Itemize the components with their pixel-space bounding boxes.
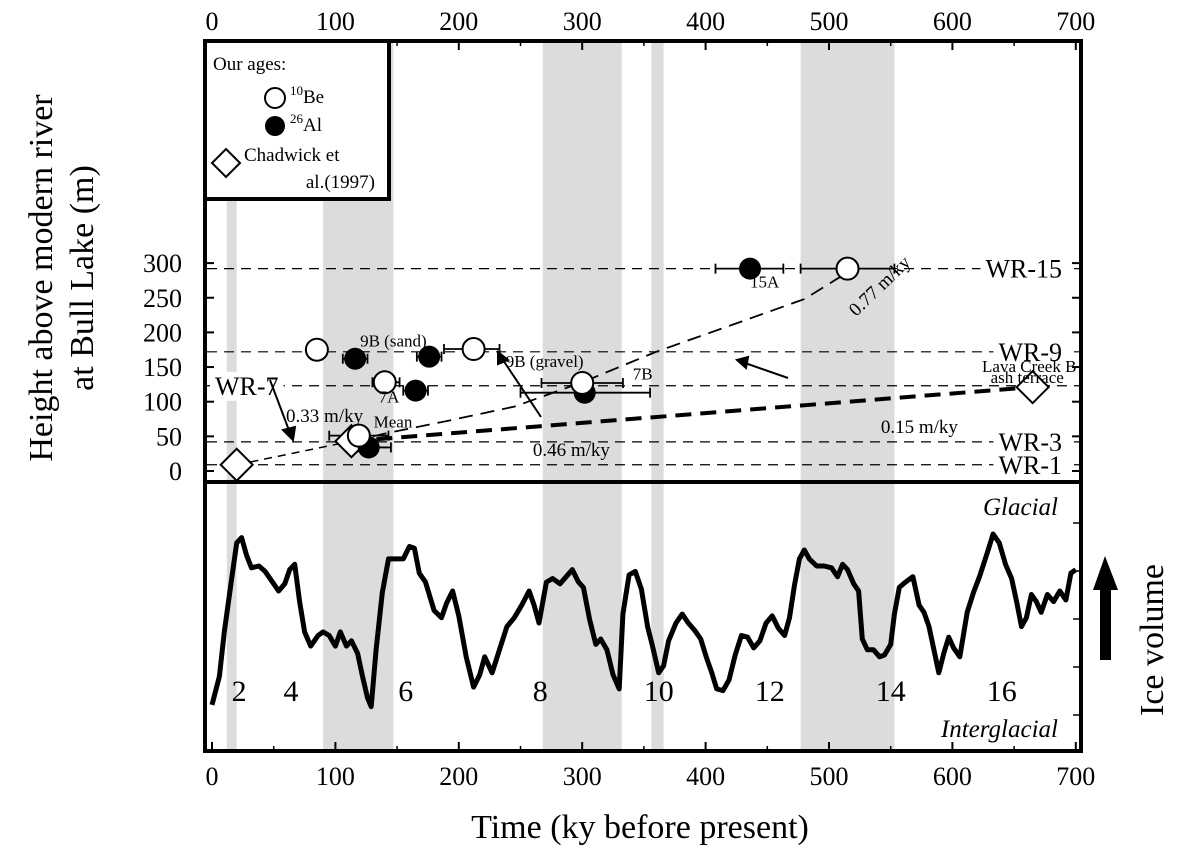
glacial-label: Glacial [983, 494, 1058, 521]
axes: 0010010020020030030040040050050060060070… [143, 7, 1095, 791]
legend-be10-marker [264, 87, 286, 109]
rate-label: 0.33 m/ky [286, 406, 364, 427]
terrace-label-background [993, 337, 1067, 367]
x-tick-label-bottom: 0 [206, 762, 219, 791]
isotope-stage-label: 4 [283, 675, 298, 708]
terrace-label-wr-15: WR-15 [985, 255, 1062, 284]
ice-volume-curve [209, 531, 1078, 710]
y-tick-label: 250 [143, 284, 182, 313]
trend-0.77-line [351, 267, 855, 443]
isotope-stage-label: 8 [533, 675, 548, 708]
x-tick-label-bottom: 600 [933, 762, 972, 791]
al26-age-marker [344, 347, 367, 370]
sample-label: 9B (sand) [360, 331, 427, 350]
x-tick-label-bottom: 300 [563, 762, 602, 791]
isotope-stage-label: 14 [876, 675, 906, 708]
x-tick-label-top: 500 [810, 7, 849, 36]
be10-age-marker [835, 256, 860, 281]
al26-age-marker [739, 257, 762, 280]
x-tick-label-top: 600 [933, 7, 972, 36]
be10-age-marker [461, 337, 486, 362]
be10-age-marker [372, 370, 397, 395]
chadwick-age-marker [1015, 369, 1051, 405]
legend-chadwick-line1: Chadwick et [244, 145, 340, 166]
be10-age-marker [570, 370, 595, 395]
x-tick-label-top: 0 [206, 7, 219, 36]
legend-box [203, 39, 391, 201]
y-tick-label: 50 [156, 422, 182, 451]
y-axis-title-line2: at Bull Lake (m) [64, 165, 101, 391]
isotope-stage-label: 16 [987, 675, 1017, 708]
x-tick-label-bottom: 700 [1056, 762, 1095, 791]
legend: Our ages: 10Be 26Al Chadwick et al.(1997… [203, 39, 391, 201]
x-tick-label-bottom: 200 [439, 762, 478, 791]
be10-age-marker [346, 423, 371, 448]
x-tick-label-top: 300 [563, 7, 602, 36]
isotope-stage-label: 12 [755, 675, 785, 708]
rate-arrows [269, 349, 789, 443]
x-axis-title: Time (ky before present) [471, 809, 809, 846]
legend-chadwick-line2: al.(1997) [306, 172, 375, 193]
y-tick-label: 200 [143, 318, 182, 347]
legend-be10-label: 10Be [290, 83, 324, 108]
sample-label: 15A [750, 272, 780, 291]
al26-age-marker [418, 345, 441, 368]
y-tick-label: 300 [143, 249, 182, 278]
trend-0.15-line [351, 385, 1033, 444]
x-tick-label-bottom: 400 [686, 762, 725, 791]
terrace-label-wr-9: WR-9 [998, 338, 1062, 367]
isotope-stage-label: 2 [232, 675, 247, 708]
sample-label: Mean [374, 412, 413, 431]
shaded-intervals [226, 43, 895, 749]
legend-title: Our ages: [213, 54, 286, 75]
y-tick-label: 100 [143, 388, 182, 417]
sample-label: 7B [633, 365, 653, 384]
isotope-stage-labels: 2 4 6 8 10 12 14 16 [232, 675, 1017, 708]
isotope-stage-label: 10 [644, 675, 674, 708]
sample-label: Lava Creek B [982, 357, 1076, 376]
shaded-interval [651, 43, 664, 749]
ice-volume-label: Ice volume [1134, 564, 1171, 716]
ice-volume-arrow [1093, 556, 1118, 660]
y-tick-label: 150 [143, 353, 182, 382]
rate-trend-lines [236, 267, 1033, 466]
isotope-stage-label: 6 [398, 675, 413, 708]
y-axis-title-line1: Height above modern river [23, 94, 60, 462]
terrace-label-background [210, 371, 284, 401]
lower-panel-frame [203, 480, 1083, 753]
rate-label: 0.15 m/ky [881, 417, 959, 438]
sample-label: 7A [379, 387, 401, 406]
chadwick-age-marker [219, 447, 255, 483]
x-tick-label-bottom: 100 [316, 762, 355, 791]
sample-label: 9B (gravel) [506, 352, 584, 371]
age-data-points [219, 256, 1051, 483]
terrace-label-background [980, 254, 1067, 284]
legend-al26-marker [265, 116, 285, 136]
legend-al26-label: 26Al [290, 111, 322, 136]
y-tick-label: 0 [169, 457, 182, 486]
x-tick-label-top: 200 [439, 7, 478, 36]
rate-label: 0.46 m/ky [533, 440, 611, 461]
legend-chadwick-marker [210, 147, 242, 179]
interglacial-label: Interglacial [940, 716, 1058, 743]
al26-age-marker [404, 379, 427, 402]
annotations: 15A 9B (sand) 9B (gravel) 7B 7A Mean Lava Cree… [286, 252, 1076, 461]
terrace-label-background [993, 450, 1067, 480]
trend-0.33-line [236, 440, 352, 466]
sample-label: ash terrace [991, 368, 1064, 387]
x-tick-label-top: 700 [1056, 7, 1095, 36]
x-tick-label-top: 100 [316, 7, 355, 36]
terrace-label-wr-1: WR-1 [998, 451, 1062, 480]
terrace-label-wr-7: WR-7 [215, 372, 279, 401]
x-tick-label-top: 400 [686, 7, 725, 36]
be10-age-marker [304, 337, 329, 362]
x-tick-label-bottom: 500 [810, 762, 849, 791]
shaded-interval [800, 43, 895, 749]
